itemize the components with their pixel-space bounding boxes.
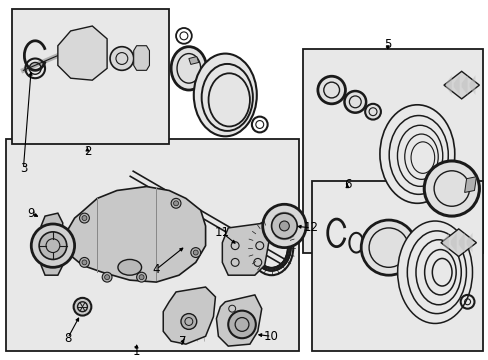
- Circle shape: [102, 272, 112, 282]
- Ellipse shape: [404, 134, 437, 179]
- Polygon shape: [58, 26, 107, 80]
- Ellipse shape: [397, 125, 442, 186]
- Ellipse shape: [220, 89, 245, 121]
- Ellipse shape: [424, 249, 455, 295]
- Text: 1: 1: [133, 345, 140, 357]
- Bar: [12, 9, 169, 144]
- Ellipse shape: [410, 142, 434, 174]
- Polygon shape: [163, 287, 215, 344]
- Polygon shape: [442, 233, 448, 253]
- Circle shape: [262, 204, 305, 248]
- Ellipse shape: [201, 64, 252, 131]
- Circle shape: [80, 213, 89, 223]
- Text: 10: 10: [264, 330, 279, 343]
- Bar: [311, 181, 482, 351]
- Circle shape: [31, 224, 75, 267]
- Ellipse shape: [388, 116, 447, 194]
- Circle shape: [136, 272, 146, 282]
- Ellipse shape: [214, 82, 247, 123]
- Text: 6: 6: [343, 178, 350, 191]
- Circle shape: [110, 47, 133, 70]
- Polygon shape: [445, 75, 451, 95]
- Circle shape: [181, 314, 196, 329]
- Text: 5: 5: [384, 38, 391, 51]
- Circle shape: [139, 275, 144, 280]
- Circle shape: [365, 104, 380, 120]
- Circle shape: [39, 232, 66, 260]
- Polygon shape: [222, 223, 269, 275]
- Circle shape: [361, 220, 415, 275]
- Circle shape: [74, 298, 91, 316]
- Circle shape: [173, 201, 178, 206]
- Circle shape: [228, 311, 255, 338]
- Polygon shape: [188, 57, 198, 64]
- Polygon shape: [64, 186, 205, 282]
- Text: 2: 2: [83, 145, 91, 158]
- Ellipse shape: [118, 260, 142, 275]
- Circle shape: [82, 260, 87, 265]
- Bar: [6, 139, 299, 351]
- Ellipse shape: [415, 240, 460, 305]
- Circle shape: [171, 198, 181, 208]
- Ellipse shape: [431, 258, 451, 286]
- Circle shape: [104, 275, 109, 280]
- Circle shape: [344, 91, 366, 113]
- Circle shape: [279, 221, 289, 231]
- Polygon shape: [443, 71, 478, 99]
- Text: 11: 11: [214, 226, 229, 239]
- Circle shape: [80, 257, 89, 267]
- Polygon shape: [41, 213, 62, 275]
- Ellipse shape: [193, 54, 256, 136]
- Circle shape: [193, 250, 198, 255]
- Polygon shape: [216, 295, 261, 346]
- Circle shape: [271, 213, 297, 239]
- Polygon shape: [468, 75, 474, 95]
- Circle shape: [190, 248, 200, 257]
- Text: 9: 9: [27, 207, 35, 220]
- Text: 4: 4: [152, 263, 160, 276]
- Polygon shape: [458, 233, 464, 253]
- Polygon shape: [461, 75, 467, 95]
- Polygon shape: [133, 46, 149, 70]
- Polygon shape: [130, 171, 285, 265]
- Ellipse shape: [208, 73, 249, 126]
- Polygon shape: [453, 75, 459, 95]
- Text: 12: 12: [303, 221, 318, 234]
- Ellipse shape: [397, 221, 471, 323]
- Text: 8: 8: [64, 332, 71, 345]
- Polygon shape: [440, 229, 475, 256]
- Text: 3: 3: [20, 162, 27, 175]
- Circle shape: [424, 161, 478, 216]
- Polygon shape: [464, 177, 475, 193]
- Polygon shape: [450, 233, 456, 253]
- Ellipse shape: [407, 231, 466, 314]
- Polygon shape: [466, 233, 471, 253]
- Text: 7: 7: [179, 335, 186, 348]
- Ellipse shape: [226, 96, 244, 118]
- Bar: [303, 49, 482, 253]
- Ellipse shape: [171, 47, 206, 90]
- Circle shape: [82, 216, 87, 221]
- Ellipse shape: [379, 105, 454, 203]
- Circle shape: [317, 76, 345, 104]
